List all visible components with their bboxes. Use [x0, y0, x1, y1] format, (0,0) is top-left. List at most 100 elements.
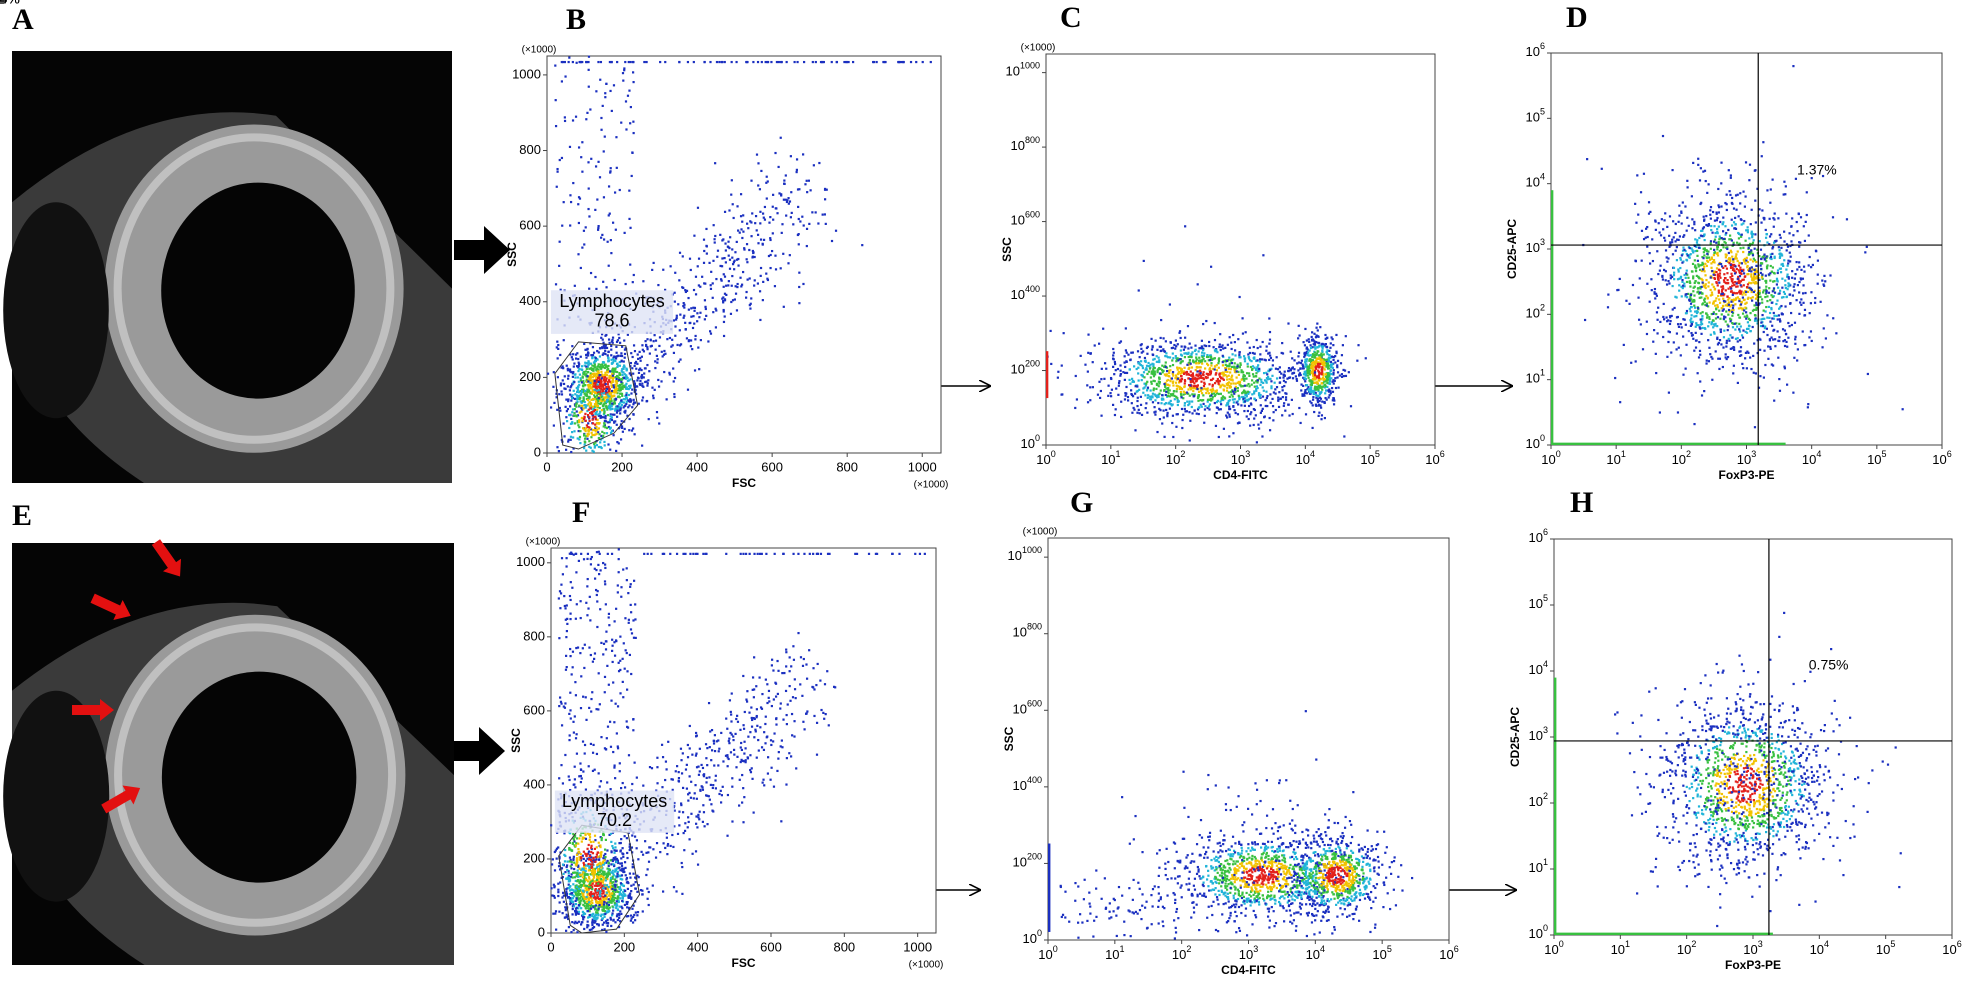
- event-dot: [576, 388, 579, 392]
- event-dot: [1307, 368, 1310, 372]
- event-dot: [1191, 372, 1194, 375]
- event-dot: [1659, 264, 1662, 267]
- event-dot: [632, 120, 635, 123]
- event-dot: [1219, 403, 1223, 406]
- event-dot: [774, 268, 778, 271]
- event-dot: [1221, 364, 1225, 367]
- event-dot: [608, 419, 612, 422]
- event-dot: [617, 405, 621, 408]
- event-dot: [1263, 379, 1267, 382]
- event-dot: [1205, 391, 1208, 395]
- event-dot: [585, 426, 588, 430]
- event-dot: [609, 170, 612, 173]
- event-dot: [570, 417, 573, 421]
- event-dot: [1245, 377, 1248, 380]
- event-dot: [584, 394, 587, 397]
- event-dot: [1322, 374, 1325, 377]
- event-dot: [1734, 194, 1738, 197]
- event-dot: [1308, 372, 1311, 375]
- event-dot: [1784, 305, 1787, 308]
- event-dot: [757, 162, 760, 165]
- event-dot: [1701, 322, 1704, 326]
- event-dot: [613, 368, 617, 371]
- event-dot: [1247, 356, 1250, 359]
- event-dot: [1212, 392, 1216, 395]
- event-dot: [1197, 362, 1200, 365]
- event-dot: [1754, 293, 1758, 296]
- event-dot: [609, 171, 612, 174]
- event-dot: [600, 398, 603, 402]
- event-dot: [1707, 281, 1710, 284]
- event-dot: [582, 229, 586, 232]
- event-dot: [1693, 304, 1696, 307]
- event-dot: [575, 390, 579, 394]
- event-dot: [804, 183, 807, 186]
- event-dot: [1325, 360, 1328, 363]
- event-dot: [1693, 294, 1696, 297]
- event-dot: [571, 431, 574, 434]
- event-dot: [585, 356, 588, 359]
- event-dot: [1778, 256, 1782, 260]
- event-dot: [1153, 357, 1156, 361]
- event-dot: [1320, 373, 1323, 376]
- event-dot: [1189, 379, 1192, 382]
- event-dot: [1690, 298, 1693, 301]
- event-dot: [1653, 291, 1656, 294]
- event-dot: [1259, 404, 1262, 407]
- event-dot: [623, 385, 626, 389]
- event-dot: [603, 135, 606, 138]
- event-dot: [591, 382, 594, 386]
- event-dot: [1781, 262, 1784, 266]
- event-dot: [1697, 356, 1701, 359]
- event-dot: [1718, 301, 1722, 304]
- event-dot: [1309, 354, 1312, 357]
- event-dot: [1693, 220, 1696, 224]
- event-dot: [1165, 379, 1169, 382]
- event-dot: [1317, 374, 1321, 377]
- event-dot: [602, 408, 606, 411]
- event-dot: [1647, 201, 1651, 204]
- event-dot: [1703, 285, 1706, 288]
- event-dot: [818, 161, 821, 165]
- event-dot: [1714, 235, 1717, 238]
- event-dot: [581, 376, 584, 379]
- event-dot: [660, 380, 663, 383]
- event-dot: [637, 371, 641, 374]
- event-dot: [1157, 401, 1160, 405]
- event-dot: [763, 218, 767, 221]
- event-dot: [557, 343, 560, 347]
- event-dot: [1864, 251, 1867, 254]
- event-dot: [560, 80, 563, 83]
- event-dot: [1140, 351, 1143, 354]
- event-dot: [602, 344, 605, 347]
- event-dot: [587, 428, 590, 432]
- event-dot: [1159, 336, 1162, 340]
- event-dot: [619, 409, 622, 412]
- event-dot: [1139, 344, 1142, 347]
- event-dot: [1343, 369, 1347, 372]
- event-dot: [1696, 254, 1699, 257]
- event-dot: [1315, 365, 1318, 369]
- event-dot: [1153, 371, 1156, 374]
- event-dot: [1309, 392, 1312, 395]
- event-dot: [1311, 404, 1314, 407]
- event-dot: [1769, 257, 1772, 260]
- event-dot: [567, 440, 570, 443]
- event-dot: [1300, 383, 1303, 386]
- event-dot: [1261, 435, 1264, 438]
- event-dot: [590, 386, 594, 389]
- event-dot: [1209, 356, 1212, 359]
- event-dot: [1148, 367, 1152, 370]
- event-dot: [1738, 316, 1741, 319]
- event-dot: [587, 161, 590, 164]
- event-dot: [1147, 365, 1151, 368]
- event-dot: [1200, 354, 1204, 357]
- event-dot: [1798, 280, 1801, 284]
- event-dot: [1758, 208, 1761, 211]
- plot: 100 101 102 103 104 105 1061001011021031041051…: [1505, 41, 1952, 482]
- event-dot: [1214, 350, 1217, 353]
- event-dot: [610, 385, 614, 389]
- event-dot: [778, 192, 781, 195]
- event-dot: [1753, 282, 1757, 285]
- event-dot: [597, 392, 600, 395]
